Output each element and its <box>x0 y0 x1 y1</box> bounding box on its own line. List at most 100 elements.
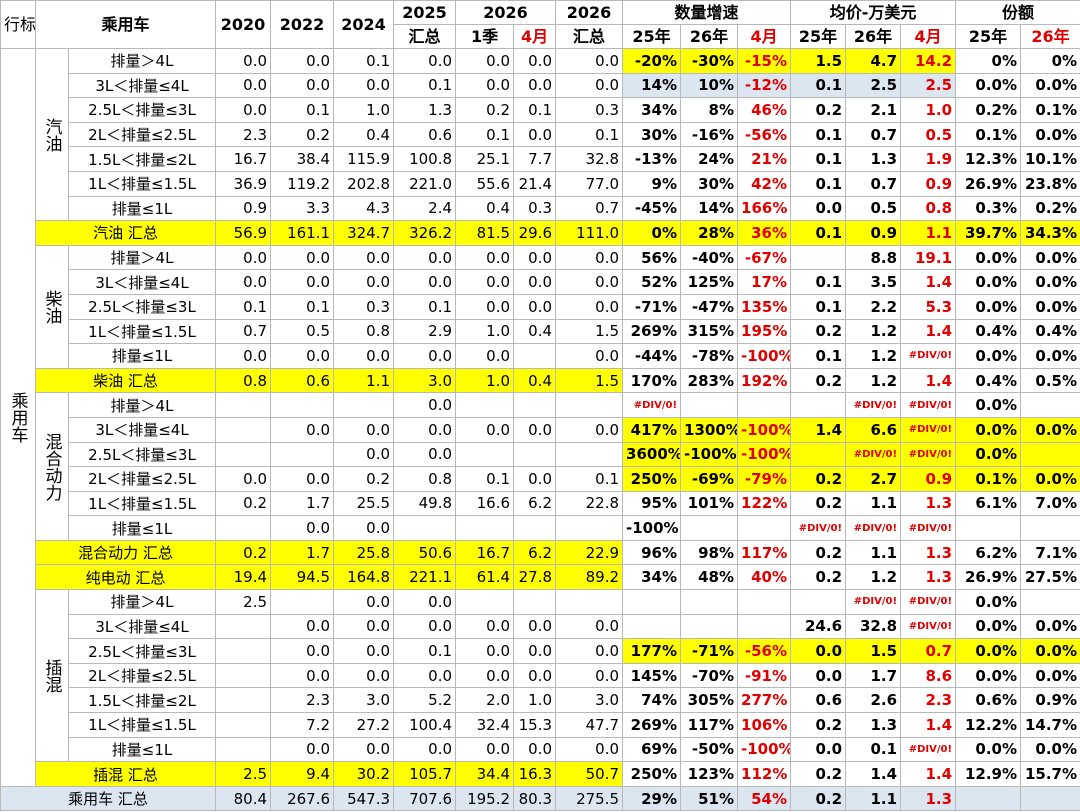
cell: 170% <box>622 367 682 394</box>
cell: 0.7 <box>900 638 957 664</box>
cell: 100.8 <box>393 146 457 172</box>
row-label: 2.5L＜排量≤3L <box>67 638 217 664</box>
cell: 0.0% <box>955 613 1022 640</box>
row: 1.5L＜排量≤2L 2.3 3.0 5.2 2.0 1.0 3.0 74% 305% 277% 0… <box>1 687 1080 714</box>
cell: 0.0 <box>393 613 457 640</box>
cell: 0.1 <box>270 293 335 320</box>
cell: 0.0 <box>455 293 515 320</box>
row-label: 3L＜排量≤4L <box>67 613 217 640</box>
cell: 1.1 <box>845 539 902 566</box>
cell: 23.8% <box>1020 170 1080 197</box>
cell: 2.5 <box>215 589 272 615</box>
cell: 3.3 <box>270 195 335 222</box>
cell <box>215 712 272 738</box>
cell: 0.0 <box>393 441 457 468</box>
cell: -100% <box>622 515 682 541</box>
cell: -56% <box>737 638 792 664</box>
cell: 2.0 <box>455 687 515 714</box>
cell: 0.2 <box>790 785 847 812</box>
cell: 0.0 <box>333 72 395 99</box>
cell: -79% <box>737 466 792 492</box>
cell <box>555 589 624 615</box>
cell: #DIV/0! <box>900 589 957 615</box>
cell: 145% <box>622 662 682 689</box>
cell: 0.0 <box>393 244 457 271</box>
cell: 0.2 <box>215 490 272 517</box>
cell: 0.1 <box>790 293 847 320</box>
cell: 0.0 <box>270 416 335 443</box>
cell: 0.0 <box>333 589 395 615</box>
cell: 164.8 <box>333 564 395 591</box>
cell: 21.4 <box>513 170 557 197</box>
cell: 19.1 <box>900 244 957 271</box>
cell <box>555 515 624 541</box>
row: 3L＜排量≤4L 0.0 0.0 0.0 0.0 0.0 0.0 24.6 32.8 #DIV/0… <box>1 613 1080 640</box>
cell: 2.1 <box>845 97 902 123</box>
cell: 3.0 <box>555 687 624 714</box>
cell: 0.1 <box>790 146 847 172</box>
cell: 19.4 <box>215 564 272 591</box>
cell: 0.2 <box>790 564 847 591</box>
row: 2L＜排量≤2.5L 2.3 0.2 0.4 0.6 0.1 0.0 0.1 30% -16% -5… <box>1 121 1080 148</box>
cell: 0.7 <box>845 170 902 197</box>
header-year: 2020 <box>215 0 272 49</box>
cell: #DIV/0! <box>845 515 902 541</box>
cell: 0.4 <box>455 195 515 222</box>
cell: 0.0 <box>455 613 515 640</box>
cell: 0.4 <box>513 367 557 394</box>
cell: 0.9% <box>1020 687 1080 714</box>
row-label: 排量≤1L <box>67 736 217 763</box>
row-label: 2.5L＜排量≤3L <box>67 293 217 320</box>
cell: #DIV/0! <box>845 392 902 418</box>
cell: 1.5 <box>555 318 624 345</box>
cell: 0.0% <box>1020 293 1080 320</box>
cell: 0.2% <box>1020 195 1080 222</box>
cell: 0.9 <box>900 466 957 492</box>
cell: -16% <box>680 121 739 148</box>
cell: 1.7 <box>270 539 335 566</box>
cell: 0.1 <box>845 736 902 763</box>
cell: 3.5 <box>845 269 902 295</box>
cell: 267.6 <box>270 785 335 812</box>
cell: 0.8 <box>215 367 272 394</box>
cell: 6.1% <box>955 490 1022 517</box>
cell: 4.7 <box>845 48 902 74</box>
cell: 0.2 <box>790 318 847 345</box>
row-label: 3L＜排量≤4L <box>67 416 217 443</box>
row: 1.5L＜排量≤2L 16.7 38.4 115.9 100.8 25.1 7.7 32.8-… <box>1 146 1080 172</box>
header-sub: 4月 <box>513 24 557 49</box>
cell: #DIV/0! <box>900 441 957 468</box>
cell: 135% <box>737 293 792 320</box>
cell: 2.5 <box>845 72 902 99</box>
cell: 0.0 <box>513 121 557 148</box>
cell: 0.0 <box>513 416 557 443</box>
cell: 89.2 <box>555 564 624 591</box>
cell: 1.0 <box>455 318 515 345</box>
table-header: 行标签 乘用车 2020 2022 2024 2025 2026 2026 数量… <box>0 0 1080 49</box>
cell: 0.0 <box>270 244 335 271</box>
row: 混合动力 排量＞4L 0.0 #DIV/0! #DIV/0! #DIV/0! 0.0% <box>1 392 1080 541</box>
cell <box>513 343 557 369</box>
cell: 0.0% <box>955 638 1022 664</box>
cell: 27.8 <box>513 564 557 591</box>
cell: 0.4 <box>333 121 395 148</box>
cell: 0.1 <box>790 269 847 295</box>
cell: 0% <box>1020 48 1080 74</box>
cell: 28% <box>680 220 739 246</box>
cell: 50.7 <box>555 761 624 787</box>
cell: -30% <box>680 48 739 74</box>
cell <box>215 416 272 443</box>
row: 柴油 排量＞4L 0.0 0.0 0.0 0.0 0.0 0.0 0.0 56% -40% -67% 8… <box>1 244 1080 369</box>
cell: 1.3 <box>900 490 957 517</box>
cell: 74% <box>622 687 682 714</box>
cell: 0.0 <box>455 244 515 271</box>
cell: 0.7 <box>215 318 272 345</box>
cell: 12.2% <box>955 712 1022 738</box>
cell: 0.0% <box>1020 613 1080 640</box>
cell: 98% <box>680 539 739 566</box>
cell: 0.0 <box>215 343 272 369</box>
row: 2.5L＜排量≤3L 0.1 0.1 0.3 0.1 0.0 0.0 0.0 -71% -47% 1… <box>1 293 1080 320</box>
cell: 1.1 <box>845 490 902 517</box>
header-sub: 26年 <box>1020 24 1080 49</box>
cell: 0.1 <box>270 97 335 123</box>
